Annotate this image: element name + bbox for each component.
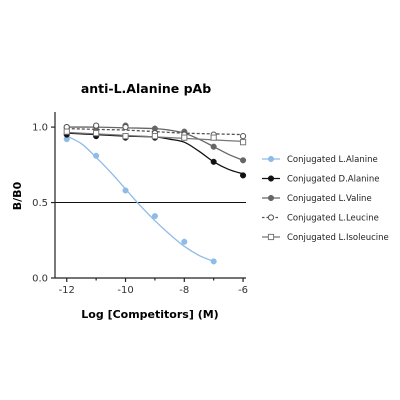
x-tick-label: -10 <box>117 285 133 296</box>
plot-area <box>55 122 247 265</box>
series-5 <box>63 128 247 146</box>
data-point <box>239 133 247 140</box>
y-axis-label: B/B0 <box>11 181 24 210</box>
data-point <box>93 130 100 137</box>
x-axis-label: Log [Competitors] (M) <box>81 308 218 321</box>
x-tick-label: -12 <box>59 285 75 296</box>
legend-label: Conjugated L.Leucine <box>287 214 379 224</box>
legend-label: Conjugated L.Alanine <box>287 155 378 165</box>
data-point <box>122 123 129 131</box>
data-point <box>210 258 217 265</box>
series-line <box>66 126 244 161</box>
data-point <box>210 134 217 141</box>
data-point <box>151 213 158 220</box>
data-point <box>210 143 217 150</box>
chart-title: anti-L.Alanine pAb <box>81 81 211 96</box>
data-point <box>239 139 247 146</box>
data-point <box>240 157 247 164</box>
x-tick-label: -6 <box>238 285 248 296</box>
data-point <box>151 133 159 140</box>
data-point <box>122 133 129 140</box>
data-point <box>240 172 247 179</box>
legend-label: Conjugated L.Isoleucine <box>287 233 389 243</box>
legend-label: Conjugated L.Valine <box>287 194 372 204</box>
legend-marker <box>267 214 275 221</box>
legend-marker <box>267 155 275 163</box>
y-tick-label: 0.0 <box>32 274 48 285</box>
y-tick-label: 0.5 <box>32 198 48 209</box>
legend-item: Conjugated L.Isoleucine <box>262 233 389 243</box>
data-point <box>181 238 188 245</box>
legend-marker <box>267 233 275 241</box>
legend-marker <box>267 175 275 182</box>
legend-item: Conjugated D.Alanine <box>262 175 380 185</box>
axes: 0.0 0.5 1.0 -12 -10 -8 -6 <box>32 112 248 296</box>
y-tick-label: 1.0 <box>32 123 48 134</box>
legend-label: Conjugated D.Alanine <box>287 175 380 185</box>
legend-item: Conjugated L.Leucine <box>262 214 379 224</box>
series-1 <box>63 135 217 265</box>
series-line <box>66 135 214 263</box>
x-tick-label: -8 <box>179 285 189 296</box>
data-point <box>181 134 188 141</box>
data-point <box>122 187 129 194</box>
data-point <box>93 152 100 159</box>
legend: Conjugated L.Alanine Conjugated D.Alanine… <box>262 155 389 243</box>
data-point <box>93 122 100 129</box>
series-3 <box>63 122 247 164</box>
data-point <box>210 158 217 165</box>
legend-item: Conjugated L.Valine <box>262 194 372 204</box>
series-line <box>66 132 244 175</box>
legend-item: Conjugated L.Alanine <box>262 155 378 165</box>
legend-marker <box>267 194 275 202</box>
data-point <box>63 128 70 135</box>
